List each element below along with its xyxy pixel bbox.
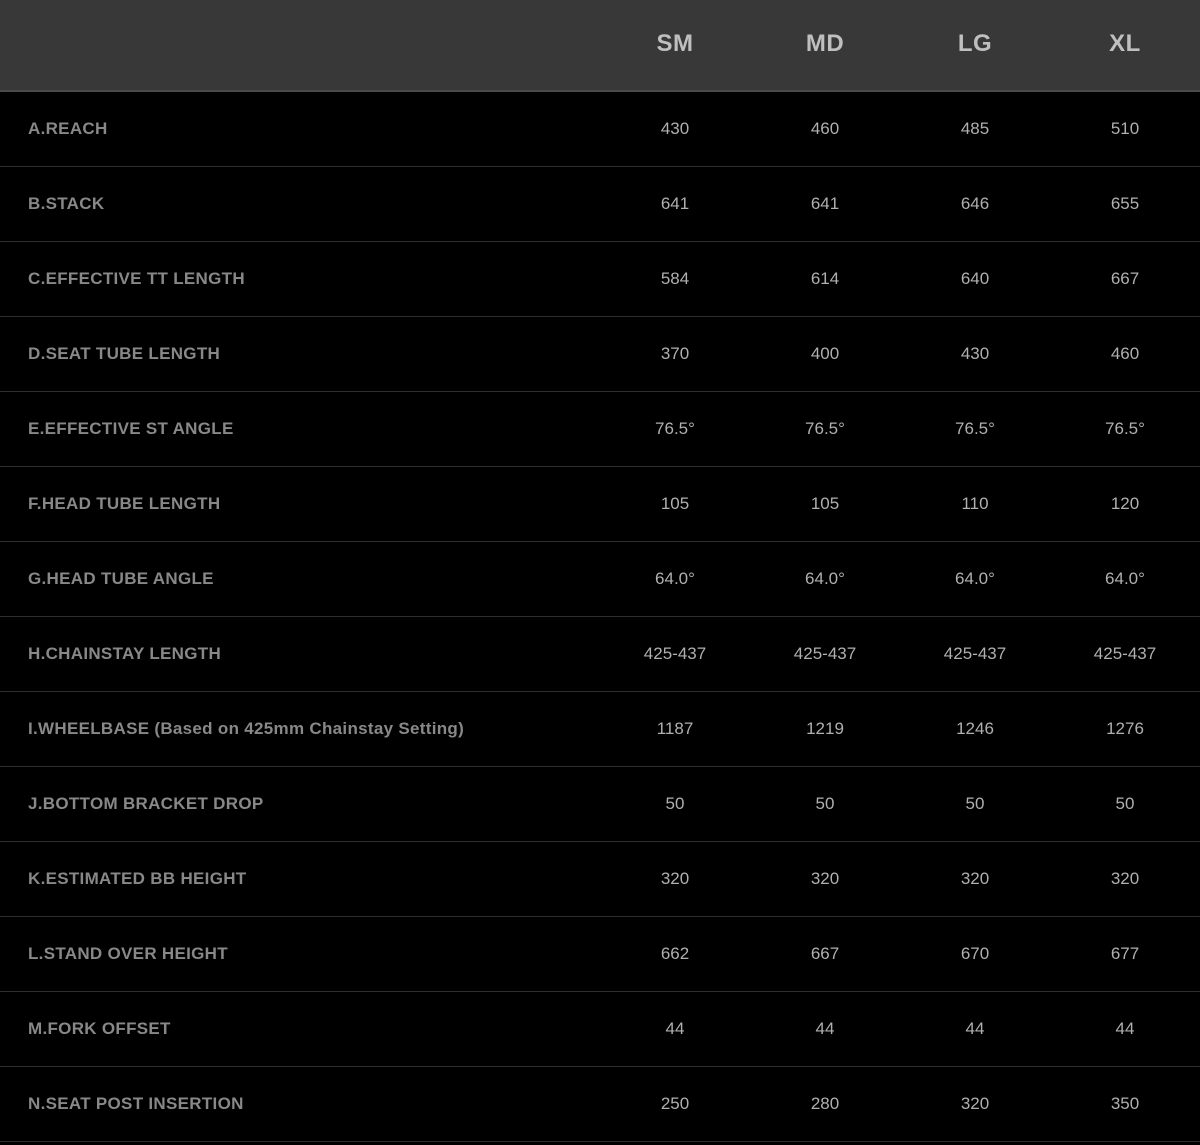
row-label: M.FORK OFFSET — [0, 992, 600, 1067]
row-label: C.EFFECTIVE TT LENGTH — [0, 242, 600, 317]
cell-value: 662 — [600, 917, 750, 992]
cell-value: 64.0° — [750, 542, 900, 617]
header-row: SM MD LG XL — [0, 0, 1200, 91]
cell-value: 614 — [750, 242, 900, 317]
table-row: J.BOTTOM BRACKET DROP 50 50 50 50 — [0, 767, 1200, 842]
header-size-sm: SM — [600, 0, 750, 91]
cell-value: 44 — [750, 992, 900, 1067]
cell-value: 50 — [900, 767, 1050, 842]
cell-value: 76.5° — [750, 392, 900, 467]
cell-value: 320 — [750, 842, 900, 917]
cell-value: 44 — [1050, 992, 1200, 1067]
cell-value: 50 — [1050, 767, 1200, 842]
row-label: J.BOTTOM BRACKET DROP — [0, 767, 600, 842]
cell-value: 667 — [750, 917, 900, 992]
cell-value: 44 — [600, 992, 750, 1067]
table-row: B.STACK 641 641 646 655 — [0, 167, 1200, 242]
header-size-lg: LG — [900, 0, 1050, 91]
cell-value: 105 — [750, 467, 900, 542]
cell-value: 320 — [900, 842, 1050, 917]
cell-value: 64.0° — [1050, 542, 1200, 617]
cell-value: 50 — [750, 767, 900, 842]
cell-value: 510 — [1050, 91, 1200, 167]
header-size-xl: XL — [1050, 0, 1200, 91]
cell-value: 350 — [1050, 1067, 1200, 1142]
row-label: F.HEAD TUBE LENGTH — [0, 467, 600, 542]
cell-value: 485 — [900, 91, 1050, 167]
cell-value: 370 — [600, 317, 750, 392]
cell-value: 400 — [750, 317, 900, 392]
cell-value: 640 — [900, 242, 1050, 317]
table-row: E.EFFECTIVE ST ANGLE 76.5° 76.5° 76.5° 7… — [0, 392, 1200, 467]
cell-value: 425-437 — [1050, 617, 1200, 692]
table-row: M.FORK OFFSET 44 44 44 44 — [0, 992, 1200, 1067]
row-label: I.WHEELBASE (Based on 425mm Chainstay Se… — [0, 692, 600, 767]
row-label: A.REACH — [0, 91, 600, 167]
table-row: F.HEAD TUBE LENGTH 105 105 110 120 — [0, 467, 1200, 542]
header-empty — [0, 0, 600, 91]
cell-value: 320 — [1050, 842, 1200, 917]
cell-value: 44 — [900, 992, 1050, 1067]
cell-value: 667 — [1050, 242, 1200, 317]
cell-value: 670 — [900, 917, 1050, 992]
cell-value: 460 — [1050, 317, 1200, 392]
table-row: G.HEAD TUBE ANGLE 64.0° 64.0° 64.0° 64.0… — [0, 542, 1200, 617]
cell-value: 320 — [900, 1067, 1050, 1142]
cell-value: 320 — [600, 842, 750, 917]
cell-value: 50 — [600, 767, 750, 842]
cell-value: 641 — [600, 167, 750, 242]
cell-value: 120 — [1050, 467, 1200, 542]
row-label: E.EFFECTIVE ST ANGLE — [0, 392, 600, 467]
cell-value: 110 — [900, 467, 1050, 542]
row-label: B.STACK — [0, 167, 600, 242]
table-row: A.REACH 430 460 485 510 — [0, 91, 1200, 167]
row-label: H.CHAINSTAY LENGTH — [0, 617, 600, 692]
header-size-md: MD — [750, 0, 900, 91]
cell-value: 76.5° — [900, 392, 1050, 467]
cell-value: 1187 — [600, 692, 750, 767]
table-row: L.STAND OVER HEIGHT 662 667 670 677 — [0, 917, 1200, 992]
cell-value: 584 — [600, 242, 750, 317]
table-row: H.CHAINSTAY LENGTH 425-437 425-437 425-4… — [0, 617, 1200, 692]
row-label: D.SEAT TUBE LENGTH — [0, 317, 600, 392]
table-row: N.SEAT POST INSERTION 250 280 320 350 — [0, 1067, 1200, 1142]
cell-value: 425-437 — [900, 617, 1050, 692]
geometry-table: SM MD LG XL A.REACH 430 460 485 510 B.ST… — [0, 0, 1200, 1142]
cell-value: 425-437 — [600, 617, 750, 692]
cell-value: 425-437 — [750, 617, 900, 692]
cell-value: 641 — [750, 167, 900, 242]
cell-value: 1276 — [1050, 692, 1200, 767]
cell-value: 430 — [600, 91, 750, 167]
table-row: I.WHEELBASE (Based on 425mm Chainstay Se… — [0, 692, 1200, 767]
cell-value: 677 — [1050, 917, 1200, 992]
table-header: SM MD LG XL — [0, 0, 1200, 91]
cell-value: 64.0° — [900, 542, 1050, 617]
table-body: A.REACH 430 460 485 510 B.STACK 641 641 … — [0, 91, 1200, 1142]
row-label: L.STAND OVER HEIGHT — [0, 917, 600, 992]
cell-value: 76.5° — [600, 392, 750, 467]
cell-value: 105 — [600, 467, 750, 542]
cell-value: 646 — [900, 167, 1050, 242]
cell-value: 76.5° — [1050, 392, 1200, 467]
cell-value: 280 — [750, 1067, 900, 1142]
cell-value: 64.0° — [600, 542, 750, 617]
table-row: K.ESTIMATED BB HEIGHT 320 320 320 320 — [0, 842, 1200, 917]
cell-value: 655 — [1050, 167, 1200, 242]
table-row: C.EFFECTIVE TT LENGTH 584 614 640 667 — [0, 242, 1200, 317]
cell-value: 460 — [750, 91, 900, 167]
cell-value: 1246 — [900, 692, 1050, 767]
row-label: N.SEAT POST INSERTION — [0, 1067, 600, 1142]
row-label: G.HEAD TUBE ANGLE — [0, 542, 600, 617]
cell-value: 1219 — [750, 692, 900, 767]
table-row: D.SEAT TUBE LENGTH 370 400 430 460 — [0, 317, 1200, 392]
cell-value: 430 — [900, 317, 1050, 392]
row-label: K.ESTIMATED BB HEIGHT — [0, 842, 600, 917]
cell-value: 250 — [600, 1067, 750, 1142]
